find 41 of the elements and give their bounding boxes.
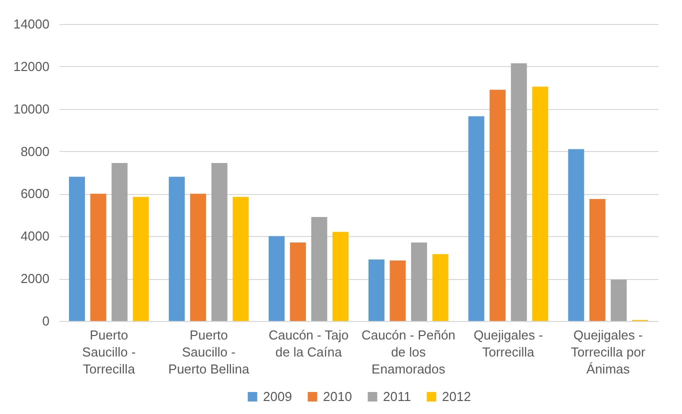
bar (311, 217, 328, 321)
legend-label: 2012 (442, 388, 471, 404)
bar (568, 149, 584, 321)
y-tick-label: 10000 (13, 101, 50, 116)
x-tick-label: Quejigales - Torrecilla (474, 328, 543, 360)
y-tick-label: 2000 (20, 271, 50, 286)
bar (168, 176, 185, 321)
y-tick-label: 14000 (13, 16, 50, 32)
legend-label: 2009 (263, 388, 292, 404)
bar (510, 63, 527, 321)
bar (610, 280, 627, 321)
x-tick-label: Caucón - Tajo de la Caína (268, 328, 349, 360)
y-tick-label: 6000 (20, 186, 50, 202)
bar (368, 259, 384, 321)
x-tick-label: Quejigales - Torrecilla por Ánimas (570, 328, 646, 376)
y-tick-label: 12000 (13, 58, 50, 74)
bar (290, 242, 306, 321)
bar (190, 194, 206, 321)
bar (468, 116, 484, 321)
y-tick-label: 4000 (20, 228, 50, 244)
bar (211, 162, 228, 321)
legend-label: 2010 (323, 388, 352, 404)
y-tick-label: 0 (42, 314, 50, 328)
bar (68, 176, 85, 321)
bar (112, 162, 128, 321)
bar (589, 199, 606, 321)
bar (90, 194, 106, 321)
bar (532, 86, 548, 321)
legend-label: 2011 (383, 388, 411, 404)
x-tick-label: Caucón - Peñón de los Enamorados (361, 328, 456, 376)
x-tick-label: Puerto Saucillo - Puerto Bellina (168, 328, 250, 376)
bar (232, 196, 249, 321)
bar (390, 260, 406, 321)
bar (490, 90, 506, 321)
bar (268, 236, 285, 321)
bar (132, 196, 149, 321)
x-tick-label: Puerto Saucillo - Torrecilla (82, 328, 136, 376)
y-tick-label: 8000 (20, 144, 50, 159)
bar (432, 254, 448, 321)
bar (411, 242, 428, 321)
bar (332, 232, 349, 321)
